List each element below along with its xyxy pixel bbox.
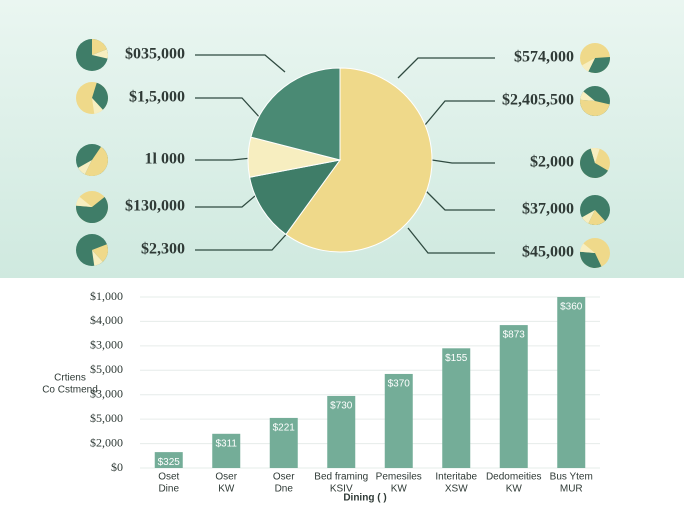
x-tick-label: Oser [273, 472, 295, 483]
icon-pie [92, 49, 109, 59]
y-tick-label: $0 [111, 460, 123, 474]
callout-label: $45,000 [522, 244, 574, 261]
bar [557, 297, 586, 468]
y-tick-label: $3,000 [90, 386, 123, 400]
bar [327, 395, 356, 468]
callout-label: $2,000 [530, 154, 574, 171]
x-tick-label: Oset [158, 472, 179, 483]
icon-pie [92, 98, 103, 114]
icon-pie [92, 82, 108, 110]
x-tick-label: XSW [445, 484, 468, 495]
icon-pie [92, 39, 107, 55]
y-tick-label: $2,000 [90, 435, 123, 449]
icon-pie [581, 58, 595, 72]
callout-line [195, 97, 263, 121]
x-tick-label: Dedomeities [486, 472, 542, 483]
bar [154, 452, 183, 468]
callout-label: $2,405,500 [502, 92, 574, 109]
y-tick-label: $4,000 [90, 313, 123, 327]
y-tick-label: $1,000 [90, 289, 123, 303]
icon-pie [84, 146, 108, 176]
callout-line [195, 157, 253, 161]
x-tick-label: Dine [158, 484, 179, 495]
icon-pie [580, 251, 602, 268]
pie-slice [285, 67, 433, 253]
x-tick-label: KW [218, 484, 235, 495]
callout-label: $2,300 [141, 241, 185, 258]
icon-pie [92, 244, 108, 262]
bar-label: $873 [503, 330, 526, 341]
y-axis-label: Co Cstmend [42, 385, 98, 396]
callout-line [407, 227, 495, 254]
callout-label: $130,000 [125, 198, 185, 215]
bar-label: $311 [215, 438, 237, 449]
x-tick-label: Bed framing [314, 472, 368, 483]
bar-label: $370 [388, 379, 411, 390]
icon-pie [580, 91, 595, 101]
x-tick-label: Oser [215, 472, 237, 483]
y-tick-label: $5,000 [90, 411, 123, 425]
callout-label: $574,000 [514, 49, 574, 66]
callout-label: 1l 000 [145, 151, 185, 168]
bar [442, 348, 471, 468]
callout-line [195, 54, 286, 73]
callout-line [424, 100, 495, 126]
callout-line [431, 159, 495, 164]
x-tick-label: KW [391, 484, 408, 495]
callout-line [424, 189, 495, 211]
bar-label: $730 [330, 401, 353, 412]
icon-pie [580, 148, 608, 179]
pie-slice [249, 159, 342, 236]
callout-line [397, 57, 495, 79]
x-tick-label: KSIV [330, 484, 353, 495]
x-tick-label: MUR [560, 484, 583, 495]
callout-label: $1,5,000 [129, 89, 185, 106]
bar-label: $155 [445, 353, 468, 364]
y-axis-label: Crtiens [54, 373, 86, 384]
bar [499, 325, 528, 468]
x-axis-label: Dining ( ) [343, 493, 386, 504]
icon-pie [580, 99, 610, 117]
bar [212, 433, 241, 468]
icon-pie [588, 210, 606, 226]
callout-line [195, 227, 293, 251]
bar [269, 417, 298, 468]
icon-pie [590, 148, 600, 163]
bar-label: $221 [273, 423, 296, 434]
y-tick-label: $3,000 [90, 338, 123, 352]
icon-pie [92, 250, 103, 266]
bar [384, 373, 413, 468]
x-tick-label: Pemesiles [376, 472, 422, 483]
icon-pie [76, 197, 108, 223]
icon-pie [581, 210, 595, 224]
x-tick-label: Dne [275, 484, 294, 495]
x-tick-label: Interitabe [435, 472, 477, 483]
icon-pie [588, 56, 610, 73]
y-tick-label: $5,000 [90, 362, 123, 376]
callout-label: $37,000 [522, 201, 574, 218]
x-tick-label: Bus Ytem [550, 472, 593, 483]
pie-slice [250, 67, 341, 161]
callout-label: $035,000 [125, 46, 185, 63]
icon-pie [580, 243, 595, 253]
icon-pie [78, 160, 92, 175]
x-tick-label: KW [506, 484, 523, 495]
bar-label: $325 [158, 457, 181, 468]
bar-label: $360 [560, 302, 583, 313]
icon-pie [76, 196, 92, 207]
